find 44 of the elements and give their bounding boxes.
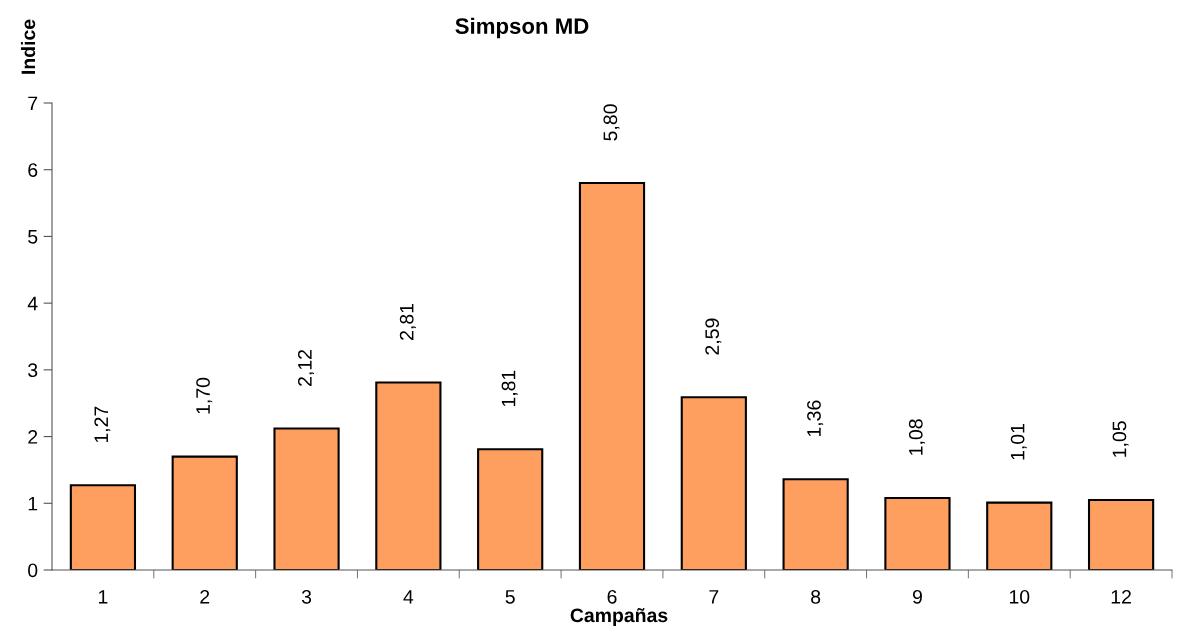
x-axis-title: Campañas xyxy=(570,608,668,627)
data-label: 1,27 xyxy=(94,406,111,443)
x-tick-label: 10 xyxy=(1009,589,1030,604)
bar xyxy=(578,182,646,570)
data-label: 2,12 xyxy=(298,350,315,386)
data-label: 1,81 xyxy=(501,370,518,407)
x-tick-label: 5 xyxy=(505,590,515,604)
data-label: 1,08 xyxy=(908,419,925,455)
y-tick-label: 7 xyxy=(28,96,38,111)
y-axis-title: Indice xyxy=(20,19,36,74)
x-tick-label: 7 xyxy=(709,590,719,604)
bar xyxy=(69,484,137,570)
data-label: 1,01 xyxy=(1010,424,1027,460)
bar xyxy=(375,381,442,570)
y-tick-label: 2 xyxy=(28,430,38,444)
data-label: 1,70 xyxy=(196,377,213,414)
data-label: 1,36 xyxy=(807,400,824,437)
data-label: 2,59 xyxy=(705,318,722,355)
y-tick-label: 1 xyxy=(28,496,38,511)
bar xyxy=(477,448,544,570)
x-tick-label: 6 xyxy=(607,589,617,604)
x-tick-label: 3 xyxy=(301,589,312,604)
x-tick-label: 9 xyxy=(912,589,922,604)
y-tick-label: 4 xyxy=(27,296,38,311)
chart-title: Simpson MD xyxy=(455,17,589,39)
x-tick-label: 4 xyxy=(403,590,414,604)
y-tick-label: 3 xyxy=(28,363,38,378)
bar xyxy=(680,396,747,570)
data-label: 1,05 xyxy=(1112,421,1129,457)
data-label: 5,80 xyxy=(603,104,620,141)
bar xyxy=(884,496,951,570)
y-tick-label: 6 xyxy=(28,163,38,177)
x-tick-label: 8 xyxy=(811,589,821,604)
x-tick-label: 12 xyxy=(1111,589,1131,604)
y-tick-label: 5 xyxy=(28,230,38,244)
data-label: 2,81 xyxy=(399,303,416,340)
y-tick-label: 0 xyxy=(28,563,38,578)
bar xyxy=(1087,498,1155,570)
x-tick-label: 1 xyxy=(98,590,108,604)
bar xyxy=(986,501,1053,570)
bar xyxy=(171,455,238,570)
bar xyxy=(273,427,340,570)
x-tick-label: 2 xyxy=(200,589,210,604)
bar xyxy=(782,478,849,570)
